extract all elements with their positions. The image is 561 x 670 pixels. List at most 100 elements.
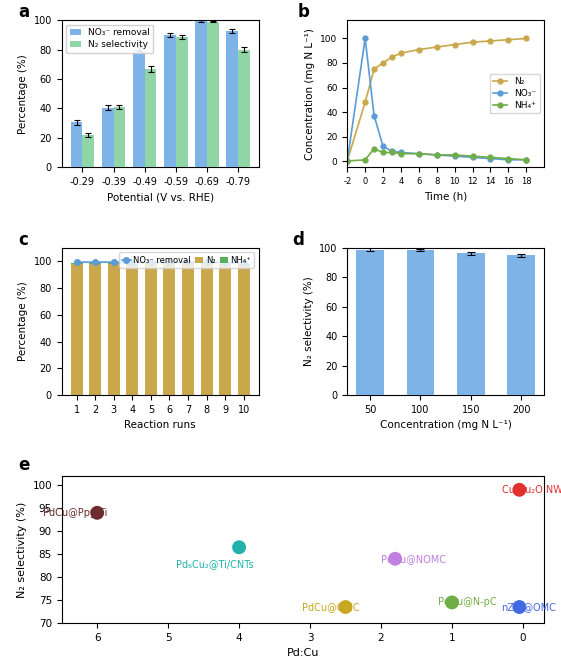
N₂ — [344, 157, 351, 165]
NO₃⁻ removal — [166, 258, 173, 266]
X-axis label: Pd:Cu: Pd:Cu — [287, 649, 319, 659]
Text: nZVI@OMC: nZVI@OMC — [502, 602, 557, 612]
NH₄⁺ — [469, 152, 476, 160]
Bar — [126, 265, 139, 395]
X-axis label: Time (h): Time (h) — [424, 192, 467, 202]
NO₃⁻ — [434, 151, 440, 159]
NO₃⁻ — [469, 153, 476, 161]
X-axis label: Concentration (mg N L⁻¹): Concentration (mg N L⁻¹) — [380, 420, 512, 430]
Point — [234, 542, 243, 553]
Bar — [102, 108, 113, 168]
Bar — [356, 249, 384, 395]
NO₃⁻ — [362, 34, 369, 42]
Line: NO₃⁻: NO₃⁻ — [345, 36, 528, 163]
Bar — [163, 263, 176, 264]
Bar — [207, 21, 219, 168]
NH₄⁺ — [434, 151, 440, 159]
NH₄⁺ — [451, 151, 458, 159]
NO₃⁻ — [523, 156, 530, 164]
Bar — [238, 265, 250, 395]
NH₄⁺ — [362, 156, 369, 164]
Bar — [226, 31, 238, 168]
Bar — [457, 253, 485, 395]
Text: Cu/Cu₂O NWs: Cu/Cu₂O NWs — [502, 485, 561, 495]
NO₃⁻ — [389, 147, 396, 155]
N₂ — [523, 34, 530, 42]
N₂ — [434, 43, 440, 51]
Bar — [145, 263, 157, 264]
Y-axis label: Percentage (%): Percentage (%) — [18, 54, 28, 133]
NO₃⁻ — [398, 149, 404, 157]
NO₃⁻ — [380, 142, 387, 150]
NO₃⁻ — [505, 156, 512, 164]
NO₃⁻ removal — [203, 258, 210, 266]
Point — [93, 507, 102, 518]
Bar — [126, 264, 139, 265]
NO₃⁻ removal — [222, 259, 228, 267]
NO₃⁻ removal — [73, 258, 80, 266]
NH₄⁺ — [523, 156, 530, 164]
Bar — [108, 264, 120, 395]
Point — [390, 553, 399, 564]
NH₄⁺ — [505, 155, 512, 163]
Bar — [182, 264, 194, 395]
N₂ — [416, 46, 422, 54]
NH₄⁺ — [344, 157, 351, 165]
Legend: N₂, NO₃⁻, NH₄⁺: N₂, NO₃⁻, NH₄⁺ — [490, 74, 540, 113]
NO₃⁻ removal — [129, 259, 136, 267]
Bar — [164, 35, 176, 168]
NO₃⁻ removal — [185, 258, 191, 266]
Bar — [176, 37, 187, 168]
NH₄⁺ — [389, 149, 396, 157]
N₂ — [469, 38, 476, 46]
Bar — [163, 264, 176, 395]
NO₃⁻ — [451, 152, 458, 160]
NO₃⁻ — [416, 149, 422, 157]
Text: Pd₆Cu₂@Ti/CNTs: Pd₆Cu₂@Ti/CNTs — [176, 559, 253, 569]
N₂ — [389, 53, 396, 61]
Bar — [407, 250, 434, 395]
Text: PdCu@NOMC: PdCu@NOMC — [381, 554, 446, 563]
NH₄⁺ — [398, 149, 404, 157]
Bar — [219, 265, 231, 395]
N₂ — [505, 36, 512, 44]
Bar — [71, 263, 82, 264]
Text: d: d — [292, 231, 304, 249]
Bar — [145, 264, 157, 395]
Legend: NO₃⁻ removal, N₂ selectivity: NO₃⁻ removal, N₂ selectivity — [66, 25, 153, 52]
Bar — [89, 263, 102, 264]
NH₄⁺ — [416, 149, 422, 157]
Point — [448, 597, 457, 608]
Line: N₂: N₂ — [345, 36, 528, 163]
Bar — [133, 49, 145, 168]
NH₄⁺ — [380, 149, 387, 157]
Bar — [145, 68, 157, 168]
Bar — [71, 123, 82, 168]
NO₃⁻ removal — [92, 258, 99, 266]
N₂ — [371, 65, 378, 73]
X-axis label: Reaction runs: Reaction runs — [125, 420, 196, 430]
Bar — [219, 264, 231, 265]
Line: NH₄⁺: NH₄⁺ — [345, 146, 528, 163]
NO₃⁻ — [344, 157, 351, 165]
Bar — [71, 264, 82, 395]
N₂ — [362, 98, 369, 107]
NO₃⁻ removal — [240, 259, 247, 267]
Bar — [182, 263, 194, 264]
NH₄⁺ — [487, 153, 494, 161]
Point — [341, 602, 350, 612]
X-axis label: Potential (V vs. RHE): Potential (V vs. RHE) — [107, 192, 214, 202]
Bar — [508, 255, 535, 395]
NO₃⁻ — [487, 155, 494, 163]
Y-axis label: N₂ selectivity (%): N₂ selectivity (%) — [304, 277, 314, 366]
Bar — [108, 263, 120, 264]
Bar — [89, 264, 102, 395]
Y-axis label: N₂ selectivity (%): N₂ selectivity (%) — [17, 501, 27, 598]
Bar — [113, 107, 125, 168]
Bar — [82, 135, 94, 168]
N₂ — [451, 41, 458, 49]
Bar — [195, 21, 207, 168]
Bar — [238, 50, 250, 168]
Legend: NO₃⁻ removal, N₂, NH₄⁺: NO₃⁻ removal, N₂, NH₄⁺ — [119, 252, 255, 268]
Line: NO₃⁻ removal: NO₃⁻ removal — [74, 259, 246, 265]
